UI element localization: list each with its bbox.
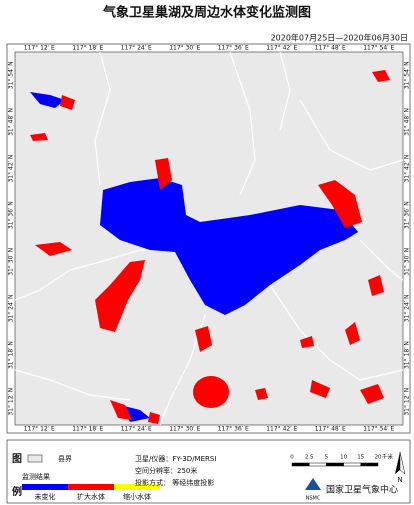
scale-label: 0 — [290, 455, 294, 461]
lat-label: 31° 12′ N — [8, 388, 15, 416]
scale-segment — [291, 462, 310, 467]
info-text: 卫星/仪器：FY-3D/MERSI — [135, 455, 216, 463]
lat-label: 31° 36′ N — [8, 201, 15, 229]
lon-label: 117° 18′ E — [72, 45, 103, 52]
lat-label: 31° 42′ N — [8, 155, 15, 183]
info-text: 投影方式： 等经纬度投影 — [135, 478, 214, 487]
lon-label: 117° 36′ E — [218, 426, 249, 433]
lon-label: 117° 24′ E — [121, 426, 152, 433]
lon-label: 117° 54′ E — [363, 45, 394, 52]
legend-label: 县界 — [58, 455, 72, 463]
lat-label: 31° 42′ N — [404, 155, 411, 183]
scale-unit: 千米 — [382, 453, 394, 461]
lon-label: 117° 18′ E — [72, 426, 103, 433]
scale-label: 20 — [375, 455, 382, 461]
lon-label: 117° 24′ E — [121, 45, 152, 52]
title: 气象卫星巢湖及周边水体变化监测图 — [103, 5, 311, 21]
legend-swatch — [68, 484, 114, 490]
legend-title: 图 — [12, 453, 22, 465]
lat-label: 31° 18′ N — [404, 341, 411, 369]
legend-swatch — [22, 484, 68, 490]
lon-label: 117° 30′ E — [169, 426, 200, 433]
lon-label: 117° 54′ E — [363, 426, 394, 433]
scale-segment — [308, 462, 327, 467]
logo: NSMC 国家卫星气象中心 — [305, 478, 398, 502]
scale-segment — [326, 462, 344, 467]
lat-label: 31° 18′ N — [8, 341, 15, 369]
lon-label: 117° 30′ E — [169, 45, 200, 52]
logo-abbr: NSMC — [306, 496, 321, 502]
legend-panel — [6, 439, 411, 504]
lon-label: 117° 36′ E — [218, 45, 249, 52]
map-area — [14, 51, 404, 426]
scale-label: 10 — [340, 455, 347, 461]
county-swatch — [27, 454, 43, 463]
lat-label: 31° 48′ N — [404, 108, 411, 136]
lat-label: 31° 24′ N — [8, 294, 15, 322]
north-arrow: N — [395, 451, 406, 484]
legend-title: 例 — [12, 485, 22, 498]
lon-label: 117° 48′ E — [315, 426, 346, 433]
scale-label: 15 — [357, 455, 364, 461]
scale-segment — [343, 462, 362, 467]
lat-label: 31° 30′ N — [404, 248, 411, 276]
scale-segment — [360, 462, 379, 467]
lon-label: 117° 42′ E — [266, 45, 297, 52]
lat-label: 31° 24′ N — [404, 294, 411, 322]
lon-label: 117° 48′ E — [315, 45, 346, 52]
legend-swatch — [114, 484, 160, 490]
lat-label: 31° 12′ N — [404, 388, 411, 416]
legend-label: 缩小水体 — [123, 492, 151, 501]
lon-label: 117° 12′ E — [24, 45, 55, 52]
legend-label: 未变化 — [35, 492, 56, 501]
lat-label: 31° 54′ N — [8, 61, 15, 89]
legend-label: 扩大水体 — [77, 492, 105, 501]
logo-name: 国家卫星气象中心 — [326, 484, 398, 496]
lat-label: 31° 36′ N — [404, 201, 411, 229]
lat-label: 31° 54′ N — [404, 61, 411, 89]
lat-label: 31° 30′ N — [8, 248, 15, 276]
scale-label: 2.5 — [305, 455, 314, 461]
lat-label: 31° 48′ N — [8, 108, 15, 136]
info-text: 空间分辨率：250米 — [135, 466, 197, 475]
lon-label: 117° 12′ E — [24, 426, 55, 433]
lon-label: 117° 42′ E — [266, 426, 297, 433]
legend-heading: 监测结果 — [22, 472, 50, 481]
date-range: 2020年07月25日—2020年06月30日 — [271, 33, 408, 43]
north-label: N — [397, 476, 402, 484]
scale-label: 5 — [325, 455, 329, 461]
